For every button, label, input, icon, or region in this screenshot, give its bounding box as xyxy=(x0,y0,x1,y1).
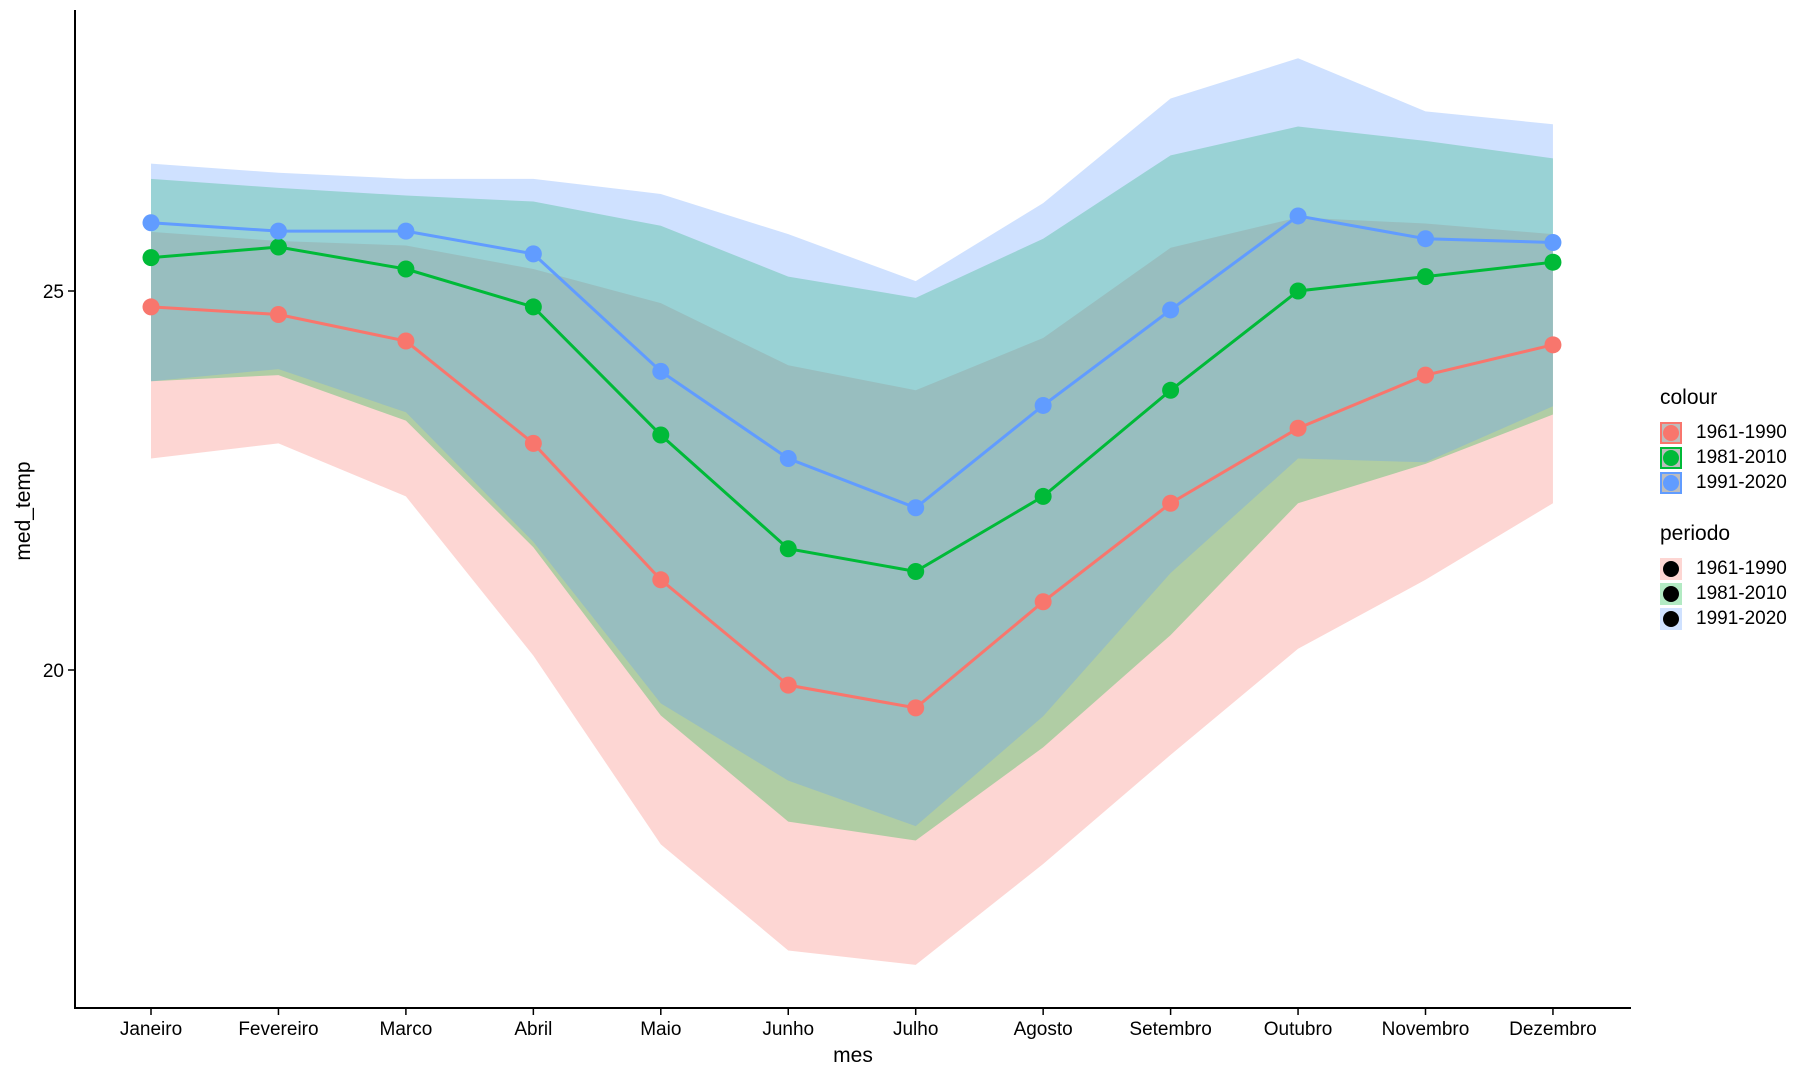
x-tick-label: Maio xyxy=(640,1019,681,1040)
x-tick-label: Junho xyxy=(762,1019,814,1040)
x-tick-label: Janeiro xyxy=(120,1019,182,1040)
x-axis-title: mes xyxy=(833,1044,873,1067)
data-point-1991-2020-Fevereiro xyxy=(269,222,287,240)
data-point-1981-2010-Maio xyxy=(652,426,670,444)
legend-label: 1961-1990 xyxy=(1696,557,1787,579)
legend-periodo-item: 1981-2010 xyxy=(1660,581,1787,606)
data-point-1981-2010-Marco xyxy=(397,260,415,278)
data-point-1961-1990-Maio xyxy=(652,571,670,589)
legend-label: 1961-1990 xyxy=(1696,421,1787,443)
data-point-1981-2010-Abril xyxy=(524,298,542,316)
data-point-1991-2020-Dezembro xyxy=(1544,233,1562,251)
series-line-1961-1990 xyxy=(150,305,1554,710)
legend-label: 1991-2020 xyxy=(1696,607,1787,629)
x-tick-label: Dezembro xyxy=(1509,1019,1597,1040)
data-point-1991-2020-Maio xyxy=(652,362,670,380)
legend-periodo-item: 1991-2020 xyxy=(1660,606,1787,631)
data-point-1961-1990-Fevereiro xyxy=(269,305,287,323)
x-tick-label: Julho xyxy=(893,1019,938,1040)
data-point-1961-1990-Dezembro xyxy=(1544,336,1562,354)
data-point-1981-2010-Agosto xyxy=(1034,487,1052,505)
ribbon-1961-1990 xyxy=(151,217,1553,965)
y-tick-label: 20 xyxy=(43,661,64,682)
legend-label: 1981-2010 xyxy=(1696,446,1787,468)
legend-label: 1981-2010 xyxy=(1696,582,1787,604)
data-point-1981-2010-Dezembro xyxy=(1544,253,1562,271)
data-point-1961-1990-Novembro xyxy=(1417,366,1434,384)
x-tick-label: Outubro xyxy=(1264,1019,1333,1040)
legend-colour-title: colour xyxy=(1660,386,1718,409)
legend-periodo-item: 1961-1990 xyxy=(1660,556,1787,581)
legend-key-ribbon xyxy=(1660,582,1682,605)
data-point-1991-2020-Novembro xyxy=(1417,230,1434,248)
point-layer xyxy=(142,207,1562,717)
legend-key-ribbon xyxy=(1660,607,1682,630)
data-point-1981-2010-Fevereiro xyxy=(269,238,287,256)
x-tick-label: Fevereiro xyxy=(238,1019,318,1040)
data-point-1961-1990-Outubro xyxy=(1289,419,1307,437)
data-point-1981-2010-Setembro xyxy=(1162,381,1180,399)
x-tick-label: Abril xyxy=(514,1019,552,1040)
data-point-1991-2020-Marco xyxy=(397,222,415,240)
data-point-1991-2020-Julho xyxy=(907,499,925,517)
data-point-1991-2020-Agosto xyxy=(1034,396,1052,414)
y-axis-title: med_temp xyxy=(12,461,35,560)
data-point-1991-2020-Abril xyxy=(524,245,542,263)
data-point-1961-1990-Abril xyxy=(524,434,542,452)
series-line-1991-2020 xyxy=(150,214,1553,510)
y-tick-label: 25 xyxy=(43,282,64,303)
data-point-1981-2010-Novembro xyxy=(1417,268,1434,286)
legend-key-line-point xyxy=(1660,471,1682,494)
x-tick-label: Novembro xyxy=(1382,1019,1470,1040)
ribbon-layer xyxy=(151,58,1553,965)
data-point-1961-1990-Agosto xyxy=(1034,593,1052,611)
data-point-1991-2020-Setembro xyxy=(1162,301,1180,319)
data-point-1981-2010-Outubro xyxy=(1289,282,1307,300)
legend-colour-item: 1981-2010 xyxy=(1660,445,1787,470)
data-point-1981-2010-Janeiro xyxy=(142,249,160,267)
data-point-1961-1990-Janeiro xyxy=(142,298,160,316)
x-ticks: Janeiro Fevereiro Marco Abril Maio Junho Julho… xyxy=(120,1008,1597,1040)
series-line-1981-2010 xyxy=(150,245,1554,574)
data-point-1961-1990-Julho xyxy=(907,699,925,717)
line-layer xyxy=(150,214,1554,710)
legend-key-line-point xyxy=(1660,446,1682,469)
x-tick-label: Setembro xyxy=(1129,1019,1211,1040)
legend-periodo: periodo 1961-1990 1981-2010 1991-2020 xyxy=(1660,522,1787,631)
data-point-1961-1990-Junho xyxy=(779,676,797,694)
legend-key-ribbon xyxy=(1660,557,1682,580)
legend-colour-item: 1961-1990 xyxy=(1660,420,1787,445)
data-point-1961-1990-Setembro xyxy=(1162,494,1180,512)
legend-label: 1991-2020 xyxy=(1696,471,1787,493)
legend-key-line-point xyxy=(1660,421,1682,444)
data-point-1991-2020-Janeiro xyxy=(142,214,160,232)
data-point-1981-2010-Junho xyxy=(779,540,797,558)
x-tick-label: Agosto xyxy=(1014,1019,1073,1040)
x-tick-label: Marco xyxy=(380,1019,433,1040)
data-point-1991-2020-Outubro xyxy=(1289,207,1307,225)
legend-colour-item: 1991-2020 xyxy=(1660,470,1787,495)
legend-colour: colour 1961-1990 1981-2010 1991-2020 xyxy=(1660,386,1787,495)
data-point-1961-1990-Marco xyxy=(397,332,415,350)
data-point-1991-2020-Junho xyxy=(779,450,797,468)
data-point-1981-2010-Julho xyxy=(907,562,925,580)
legend-periodo-title: periodo xyxy=(1660,522,1731,545)
ribbon-1991-2020 xyxy=(151,58,1553,827)
